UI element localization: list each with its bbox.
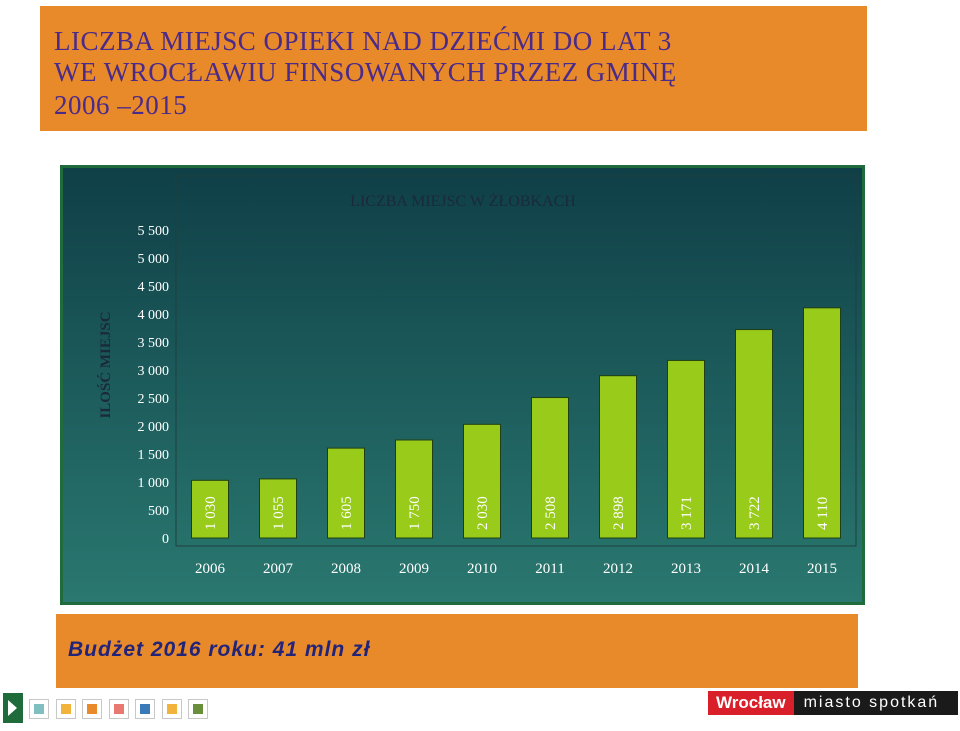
bar-2010 (463, 423, 501, 539)
bar-2014 (735, 329, 773, 539)
y-tick-label: 4 000 (138, 308, 170, 323)
bar-value-label: 1 750 (407, 496, 423, 530)
plot-area (175, 175, 857, 547)
x-tick-label: 2009 (399, 561, 429, 577)
nav-square-icon[interactable] (29, 699, 49, 719)
chart-title: LICZBA MIEJSC W ŻŁOBKACH (350, 192, 576, 210)
nav-square-icon[interactable] (135, 699, 155, 719)
budget-text: Budżet 2016 roku: 41 mln zł (68, 638, 371, 661)
title-line-3: 2006 –2015 (54, 90, 188, 120)
y-tick-label: 500 (148, 504, 169, 519)
y-tick-label: 5 500 (138, 224, 170, 239)
x-tick-label: 2010 (467, 561, 497, 577)
bar-value-label: 1 055 (271, 496, 287, 530)
y-tick-label: 5 000 (138, 252, 170, 267)
y-tick-label: 2 000 (138, 420, 170, 435)
next-arrow-icon[interactable] (3, 693, 23, 723)
bar-value-label: 4 110 (815, 497, 831, 530)
y-tick-label: 1 000 (138, 476, 170, 491)
bar-value-label: 1 605 (339, 496, 355, 530)
y-tick-label: 4 500 (138, 280, 170, 295)
bar-value-label: 2 030 (475, 496, 491, 530)
bar-value-label: 2 898 (611, 496, 627, 530)
bar-value-label: 3 171 (679, 496, 695, 530)
bar-2009 (395, 439, 433, 539)
x-tick-label: 2006 (195, 561, 226, 577)
bar-2013 (667, 359, 705, 539)
nav-square-icon[interactable] (55, 699, 76, 719)
x-tick-label: 2012 (603, 561, 633, 577)
bar-2011 (531, 397, 569, 539)
nav-square-icon[interactable] (161, 699, 182, 719)
y-tick-label: 2 500 (138, 392, 170, 407)
logo-slogan: miasto spotkań (793, 691, 958, 715)
bar-chart: LICZBA MIEJSC W ŻŁOBKACH ILOŚĆ MIEJSC 0 5… (63, 168, 862, 602)
nav-square-icon[interactable] (188, 699, 208, 719)
y-tick-label: 3 000 (138, 364, 170, 379)
bar-2012 (599, 375, 637, 539)
y-tick-label: 0 (162, 532, 169, 547)
x-tick-label: 2008 (331, 561, 361, 577)
nav-square-icon[interactable] (108, 699, 129, 719)
bar-value-label: 1 030 (203, 496, 219, 530)
bar-2006 (191, 479, 229, 539)
nav-square-icon[interactable] (82, 699, 102, 719)
bar-2008 (327, 447, 365, 539)
y-tick-label: 1 500 (138, 448, 170, 463)
logo-wroclaw: Wrocław (708, 691, 794, 715)
x-tick-label: 2015 (807, 561, 837, 577)
x-tick-label: 2011 (535, 561, 564, 577)
title-line-2: WE WROCŁAWIU FINSOWANYCH PRZEZ GMINĘ (54, 57, 677, 87)
title-banner: LICZBA MIEJSC OPIEKI NAD DZIEĆMI DO LAT … (40, 6, 867, 131)
bar-value-label: 3 722 (747, 496, 763, 530)
x-tick-label: 2013 (671, 561, 701, 577)
x-tick-label: 2007 (263, 561, 294, 577)
chart-frame: LICZBA MIEJSC W ŻŁOBKACH ILOŚĆ MIEJSC 0 5… (60, 165, 865, 605)
x-tick-label: 2014 (739, 561, 770, 577)
y-axis-label: ILOŚĆ MIEJSC (97, 311, 114, 418)
y-tick-label: 3 500 (138, 336, 170, 351)
bar-2007 (259, 478, 297, 539)
wroclaw-logo: Wrocław miasto spotkań (708, 691, 958, 715)
bar-value-label: 2 508 (543, 496, 559, 530)
bar-2015 (803, 307, 841, 539)
budget-banner: Budżet 2016 roku: 41 mln zł (56, 614, 858, 688)
title-line-1: LICZBA MIEJSC OPIEKI NAD DZIEĆMI DO LAT … (54, 26, 672, 56)
